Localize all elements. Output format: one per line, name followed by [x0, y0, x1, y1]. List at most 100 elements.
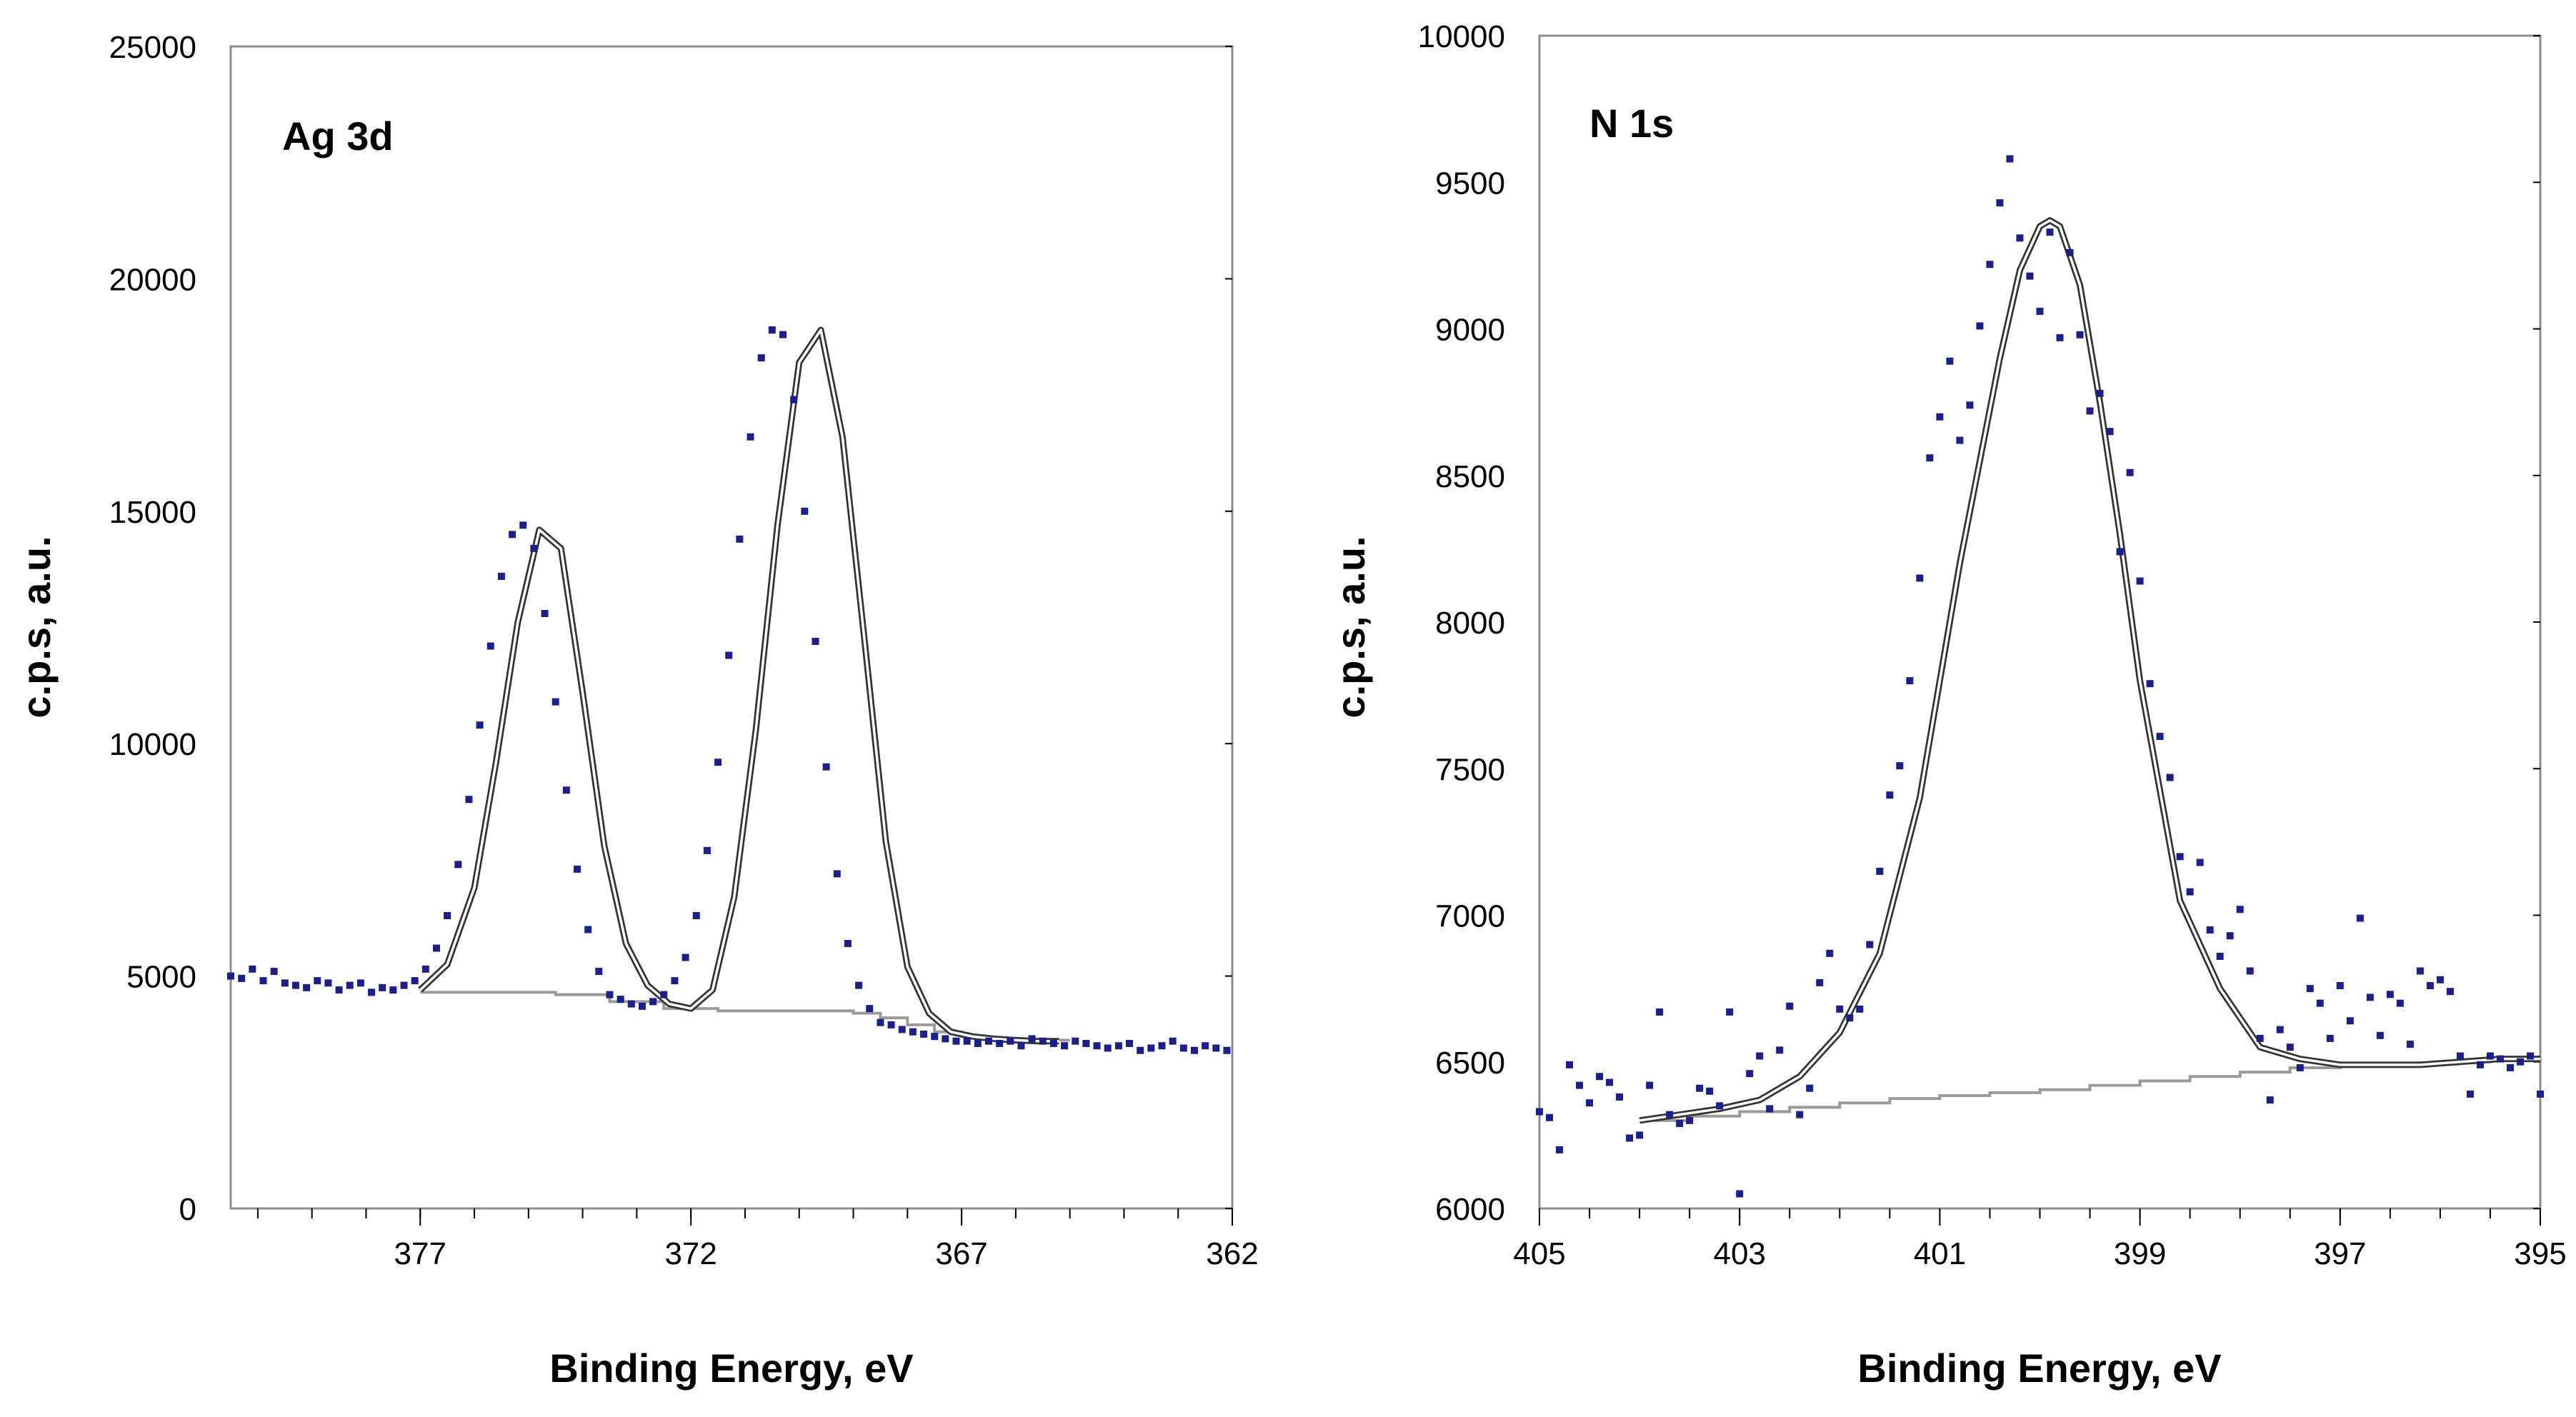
ag3d-data-point — [584, 926, 592, 933]
ag3d-data-point — [812, 638, 819, 646]
ag3d-data-point — [822, 763, 830, 771]
ag3d-data-point — [1126, 1039, 1134, 1047]
n1s-data-point — [2046, 229, 2054, 236]
ag3d-x-ticks: 377 372 367 362 — [256, 1208, 1259, 1271]
n1s-data-point — [1936, 413, 1944, 421]
n1s-data-point — [2116, 548, 2124, 556]
n1s-data-point — [2416, 967, 2424, 975]
n1s-data-point — [1836, 1005, 1844, 1013]
n1s-x-tick-label: 399 — [2114, 1236, 2166, 1271]
n1s-data-point — [1566, 1061, 1574, 1068]
n1s-data-point — [2036, 307, 2044, 315]
ag3d-data-point — [866, 1005, 874, 1013]
n1s-x-axis-title: Binding Energy, eV — [1857, 1346, 2221, 1391]
n1s-y-axis-title: c.p.s, a.u. — [1328, 536, 1373, 718]
n1s-data-point — [1876, 867, 1884, 875]
n1s-data-point — [1696, 1084, 1704, 1092]
ag3d-data-point — [595, 968, 603, 976]
n1s-data-point — [1756, 1052, 1764, 1060]
n1s-x-tick-label: 397 — [2314, 1236, 2366, 1271]
ag3d-data-point — [530, 544, 538, 552]
ag3d-data-point — [1147, 1044, 1155, 1052]
ag3d-data-point — [1158, 1042, 1166, 1050]
n1s-x-tick-label: 405 — [1513, 1236, 1565, 1271]
ag3d-data-point — [379, 983, 386, 991]
n1s-data-point — [2056, 334, 2064, 341]
n1s-data-point — [1776, 1046, 1784, 1054]
n1s-data-point — [2496, 1055, 2504, 1063]
ag3d-data-point — [1223, 1046, 1231, 1054]
ag3d-data-point — [324, 979, 332, 987]
ag3d-data-point — [877, 1018, 884, 1026]
n1s-data-point — [1846, 1014, 1854, 1022]
ag3d-y-tick-label: 20000 — [109, 262, 196, 297]
ag3d-data-point — [562, 786, 570, 794]
ag3d-data-point — [465, 796, 473, 803]
ag3d-x-tick-label: 377 — [394, 1236, 446, 1271]
n1s-data-point — [2166, 773, 2174, 781]
ag3d-data-point — [1169, 1037, 1177, 1045]
n1s-data-point — [2326, 1034, 2334, 1042]
ag3d-data-point — [1202, 1042, 1209, 1050]
n1s-data-point — [2146, 680, 2154, 688]
ag3d-data-point — [444, 911, 451, 919]
ag3d-data-point — [1212, 1044, 1220, 1052]
n1s-data-point — [1616, 1093, 1624, 1101]
ag3d-data-point — [963, 1037, 971, 1045]
n1s-plot-frame — [1538, 34, 2542, 1210]
ag3d-data-point — [952, 1037, 960, 1045]
n1s-data-point — [1806, 1084, 1814, 1092]
n1s-data-point — [2076, 331, 2084, 339]
n1s-data-point — [2196, 858, 2204, 866]
ag3d-data-point — [356, 979, 364, 987]
ag3d-data-point — [974, 1039, 982, 1047]
ag3d-plot-frame — [229, 45, 1234, 1210]
ag3d-data-point — [898, 1026, 906, 1033]
ag3d-data-point — [1082, 1039, 1090, 1047]
n1s-data-point — [1726, 1008, 1734, 1016]
n1s-data-point — [2296, 1063, 2304, 1071]
ag3d-data-point — [541, 609, 549, 617]
ag3d-data-point — [486, 642, 494, 650]
n1s-chart: N 1s Binding Energy, eV c.p.s, a.u. 6000… — [1328, 19, 2567, 1391]
ag3d-data-point — [649, 998, 657, 1006]
n1s-data-point — [2336, 982, 2344, 990]
ag3d-data-point — [281, 979, 289, 987]
ag3d-data-point — [768, 326, 776, 334]
n1s-data-point — [2236, 906, 2244, 913]
n1s-data-point — [1906, 677, 1914, 685]
ag3d-data-point — [519, 521, 527, 529]
n1s-data-point — [2426, 982, 2434, 990]
ag3d-data-point — [1061, 1042, 1069, 1050]
n1s-data-point — [2356, 914, 2364, 922]
ag3d-data-point — [942, 1035, 949, 1043]
ag3d-y-axis-title: c.p.s, a.u. — [14, 536, 59, 718]
n1s-data-point — [1796, 1111, 1804, 1118]
ag3d-data-point — [574, 865, 581, 873]
ag3d-data-point — [844, 940, 852, 948]
n1s-data-point — [2526, 1052, 2534, 1060]
n1s-data-point — [2466, 1090, 2474, 1098]
ag3d-data-point — [801, 507, 809, 515]
ag3d-background-line — [420, 991, 1070, 1042]
ag3d-x-tick-label: 362 — [1206, 1236, 1258, 1271]
ag3d-data-point — [736, 535, 744, 543]
ag3d-data-point — [984, 1037, 992, 1045]
n1s-data-point — [1636, 1131, 1644, 1139]
ag3d-data-point — [714, 758, 722, 766]
n1s-y-tick-label: 8000 — [1435, 606, 1505, 641]
ag3d-data-point — [421, 965, 429, 973]
n1s-data-point — [2376, 1031, 2384, 1039]
n1s-x-tick-label: 401 — [1914, 1236, 1966, 1271]
ag3d-data-point — [757, 354, 765, 362]
n1s-y-tick-label: 6500 — [1435, 1046, 1505, 1081]
n1s-data-point — [1656, 1008, 1664, 1016]
n1s-data-point — [2486, 1052, 2494, 1060]
ag3d-data-point — [660, 991, 668, 998]
n1s-data-point — [1556, 1146, 1564, 1153]
n1s-data-point — [2066, 249, 2074, 256]
ag3d-data-point — [606, 991, 614, 998]
ag3d-data-point — [335, 986, 343, 994]
n1s-data-point — [2246, 967, 2254, 975]
